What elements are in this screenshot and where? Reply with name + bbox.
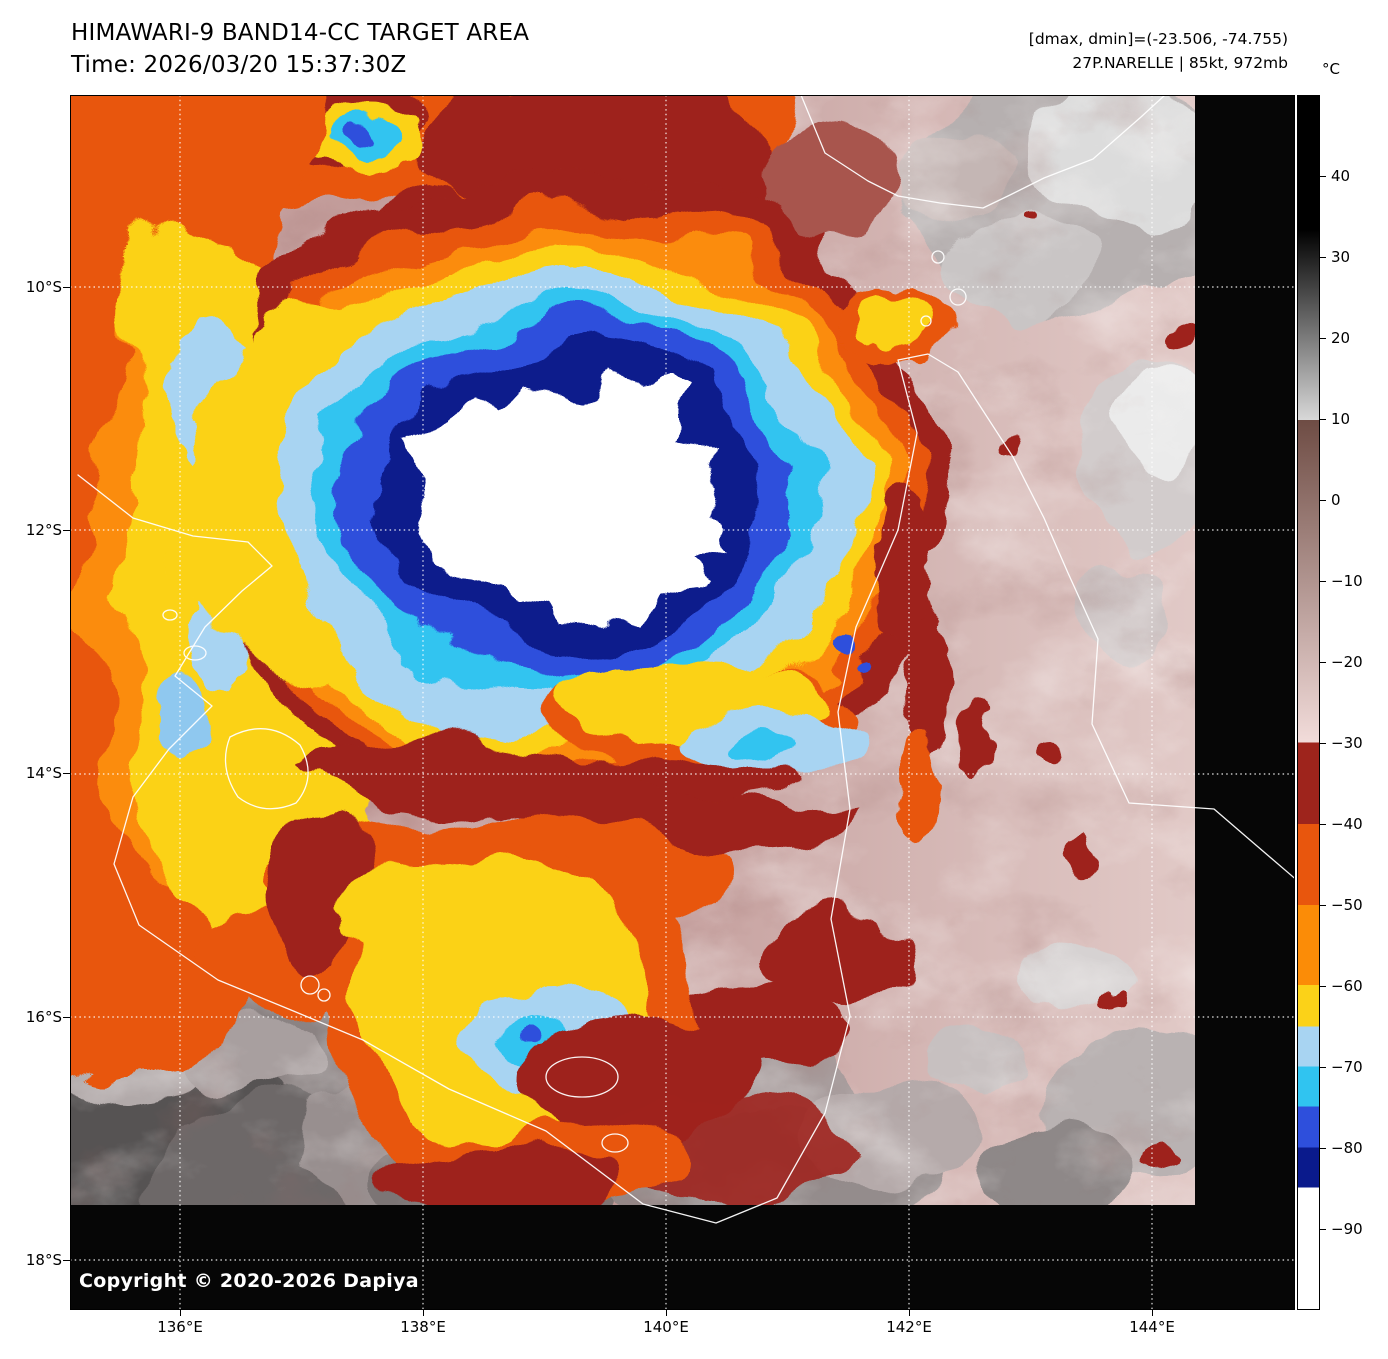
graticule: [70, 95, 1295, 1310]
copyright-watermark: Copyright © 2020-2026 Dapiya: [79, 1270, 419, 1292]
colorbar-tick-label: 0: [1331, 491, 1341, 509]
cold-spot-north: [312, 105, 424, 173]
colorbar-tick-mark: [1320, 176, 1326, 177]
x-tick-mark: [423, 1310, 424, 1316]
colorbar-tick-label: −90: [1331, 1220, 1363, 1238]
colorbar-tick-mark: [1320, 419, 1326, 420]
coastline-png: [800, 95, 1166, 209]
colorbar-tick-mark: [1320, 743, 1326, 744]
colorbar-tick-label: −10: [1331, 572, 1363, 590]
colorbar-tick-mark: [1320, 1148, 1326, 1149]
colorbar-tick-label: −30: [1331, 734, 1363, 752]
island-torres-3: [920, 315, 932, 327]
island-west-1: [183, 645, 207, 661]
coldest-white-core: [402, 379, 722, 619]
y-tick-label: 10°S: [25, 278, 62, 296]
satellite-image: [70, 95, 1295, 1310]
colorbar-tick-label: 40: [1331, 167, 1351, 185]
colorbar-tick-mark: [1320, 986, 1326, 987]
y-tick-label: 12°S: [25, 521, 62, 539]
colorbar-tick-mark: [1320, 662, 1326, 663]
colorbar-tick-mark: [1320, 257, 1326, 258]
colorbar-tick-label: −50: [1331, 896, 1363, 914]
colorbar-tick-mark: [1320, 824, 1326, 825]
colorbar-tick-mark: [1320, 581, 1326, 582]
island-pellew-2: [317, 988, 331, 1002]
y-tick-mark: [63, 287, 70, 288]
storm-info: 27P.NARELLE | 85kt, 972mb: [1072, 54, 1288, 72]
colorbar-tick-label: −40: [1331, 815, 1363, 833]
y-tick-mark: [63, 1017, 70, 1018]
island-west-2: [162, 609, 178, 621]
x-tick-label: 138°E: [400, 1318, 446, 1336]
y-tick-label: 16°S: [25, 1008, 62, 1026]
x-tick-label: 136°E: [157, 1318, 203, 1336]
y-tick-mark: [63, 530, 70, 531]
map-frame: [70, 95, 1295, 1310]
colorbar-unit-label: °C: [1322, 60, 1340, 78]
south-rainbands: [205, 744, 912, 1205]
island-groote-eylandt: [224, 728, 309, 810]
east-cloud-streaks: [834, 208, 1195, 1168]
cold-cloud-shield: [180, 169, 943, 821]
figure-title: HIMAWARI-9 BAND14-CC TARGET AREA: [71, 20, 530, 46]
x-tick-label: 142°E: [886, 1318, 932, 1336]
colorbar-tick-label: 30: [1331, 248, 1351, 266]
y-tick-label: 14°S: [25, 764, 62, 782]
x-tick-mark: [1152, 1310, 1153, 1316]
colorbar-tick-mark: [1320, 338, 1326, 339]
colorbar-tick-label: −70: [1331, 1058, 1363, 1076]
x-tick-mark: [180, 1310, 181, 1316]
island-mornington: [545, 1056, 619, 1098]
imagery: [70, 95, 1195, 1205]
coastlines: [77, 95, 1295, 1224]
x-tick-mark: [666, 1310, 667, 1316]
island-torres-1: [931, 250, 945, 264]
colorbar-tick-mark: [1320, 905, 1326, 906]
coastline-gulf-of-carpentaria: [77, 353, 1295, 1224]
colorbar: [1297, 95, 1320, 1310]
colorbar-tick-label: −80: [1331, 1139, 1363, 1157]
colorbar-tick-label: 10: [1331, 410, 1351, 428]
y-tick-mark: [63, 1260, 70, 1261]
island-pellew: [300, 975, 320, 995]
colorbar-tick-label: 20: [1331, 329, 1351, 347]
figure-timestamp: Time: 2026/03/20 15:37:30Z: [71, 52, 407, 78]
dmax-dmin-readout: [dmax, dmin]=(-23.506, -74.755): [1028, 30, 1288, 48]
x-tick-mark: [909, 1310, 910, 1316]
island-bentinck: [601, 1133, 629, 1153]
colorbar-tick-label: −60: [1331, 977, 1363, 995]
island-torres-2: [949, 288, 967, 306]
colorbar-tick-mark: [1320, 1229, 1326, 1230]
y-tick-label: 18°S: [25, 1251, 62, 1269]
colorbar-tick-label: −20: [1331, 653, 1363, 671]
x-tick-label: 140°E: [643, 1318, 689, 1336]
y-tick-mark: [63, 773, 70, 774]
colorbar-tick-mark: [1320, 1067, 1326, 1068]
x-tick-label: 144°E: [1129, 1318, 1175, 1336]
colorbar-tick-mark: [1320, 500, 1326, 501]
